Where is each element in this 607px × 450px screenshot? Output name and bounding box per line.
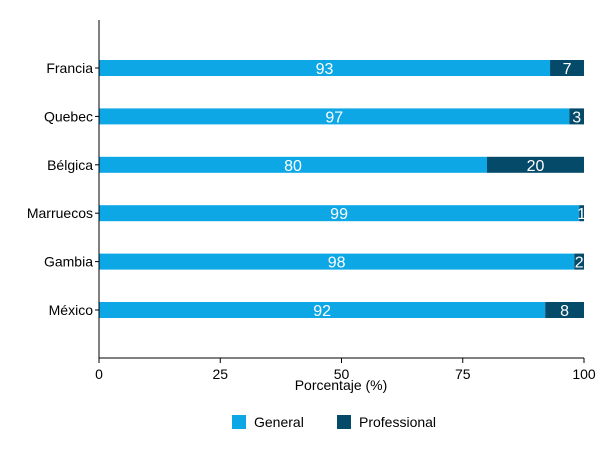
bar-professional-gambia [574, 253, 584, 270]
data-label-general-gambia: 98 [328, 255, 346, 272]
x-tick-label-50: 50 [334, 366, 350, 382]
data-label-professional-marruecos: 1 [577, 206, 586, 223]
data-label-general-marruecos: 99 [330, 206, 348, 223]
x-tick-label-75: 75 [455, 366, 471, 382]
data-label-professional-quebec: 3 [572, 109, 581, 126]
legend-label-professional: Professional [359, 414, 436, 430]
data-label-general-belgica: 80 [284, 158, 302, 175]
data-label-general-francia: 93 [316, 61, 334, 78]
category-label-mexico: México [49, 302, 94, 318]
bar-general-marruecos [99, 205, 580, 222]
data-label-professional-belgica: 20 [527, 158, 545, 175]
x-tick-label-0: 0 [95, 366, 103, 382]
bar-general-belgica [99, 156, 487, 173]
x-tick-label-25: 25 [212, 366, 228, 382]
data-label-general-quebec: 97 [325, 109, 343, 126]
data-label-professional-gambia: 2 [575, 255, 584, 272]
legend: General Professional [232, 414, 436, 430]
data-label-professional-mexico: 8 [560, 303, 569, 320]
category-label-francia: Francia [46, 60, 93, 76]
bar-general-gambia [99, 253, 575, 270]
bar-professional-francia [550, 60, 584, 76]
bar-general-quebec [99, 108, 570, 125]
bar-professional-marruecos [579, 205, 584, 222]
category-label-belgica: Bélgica [47, 157, 93, 173]
x-tick-label-100: 100 [572, 366, 596, 382]
legend-swatch-general [232, 415, 246, 429]
bar-professional-belgica [487, 156, 584, 173]
data-label-general-mexico: 92 [313, 303, 331, 320]
data-label-professional-francia: 7 [563, 61, 572, 78]
bar-general-francia [99, 60, 551, 76]
legend-swatch-professional [337, 415, 351, 429]
category-label-marruecos: Marruecos [27, 205, 93, 221]
category-label-gambia: Gambia [44, 254, 93, 270]
bar-professional-quebec [569, 108, 584, 125]
category-label-quebec: Quebec [44, 108, 93, 124]
bar-general-mexico [99, 302, 546, 318]
legend-label-general: General [254, 414, 304, 430]
x-axis-title: Porcentaje (%) [295, 377, 388, 393]
bar-professional-mexico [545, 302, 584, 318]
